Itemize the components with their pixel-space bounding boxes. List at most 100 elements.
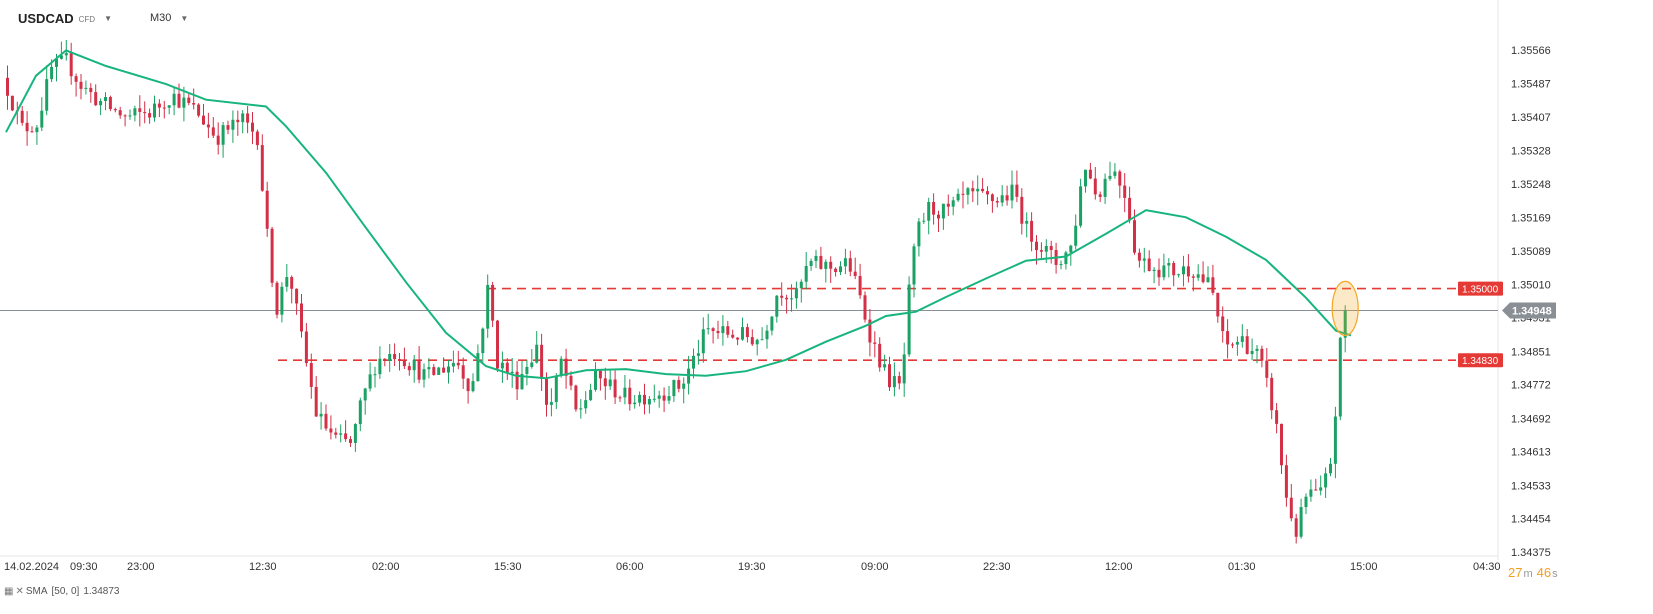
candle-body bbox=[344, 433, 348, 440]
candle-body bbox=[251, 122, 254, 132]
candle bbox=[437, 366, 441, 376]
candle-body bbox=[339, 433, 343, 435]
candle-body bbox=[20, 110, 24, 123]
candle-body bbox=[496, 320, 499, 369]
candle-body bbox=[99, 100, 103, 106]
y-tick-label: 1.34454 bbox=[1511, 514, 1551, 526]
candle-body bbox=[1059, 264, 1063, 266]
candle-body bbox=[824, 261, 828, 269]
symbol-dropdown-caret-icon[interactable]: ▼ bbox=[104, 13, 112, 23]
candle-body bbox=[878, 343, 882, 368]
candle-body bbox=[770, 316, 774, 331]
candle-body bbox=[378, 358, 382, 375]
candle bbox=[89, 83, 93, 103]
candle-body bbox=[363, 388, 367, 401]
candle-body bbox=[922, 220, 926, 222]
candle-body bbox=[1069, 245, 1073, 253]
candle-body bbox=[300, 303, 303, 332]
candle bbox=[696, 339, 700, 365]
candle-body bbox=[1235, 341, 1239, 345]
symbol-label[interactable]: USDCAD bbox=[18, 10, 74, 26]
candle bbox=[456, 350, 460, 370]
candle-body bbox=[613, 379, 617, 398]
candle-body bbox=[839, 266, 842, 273]
price-axis[interactable]: 1.35566 1.35487 1.35407 1.35328 1.35248 1.351… bbox=[1511, 45, 1551, 559]
candle-body bbox=[451, 362, 455, 367]
candle-body bbox=[1035, 241, 1038, 251]
candle-body bbox=[412, 360, 416, 371]
timeframe-dropdown-caret-icon[interactable]: ▼ bbox=[180, 13, 189, 23]
candle bbox=[1108, 161, 1112, 181]
candle-body bbox=[682, 383, 686, 389]
candle bbox=[760, 327, 764, 341]
candle bbox=[35, 125, 39, 145]
candle-body bbox=[545, 378, 548, 405]
candle-body bbox=[167, 105, 171, 108]
timeframe-label[interactable]: M30 bbox=[150, 12, 172, 24]
candle bbox=[1270, 373, 1274, 420]
candle bbox=[216, 122, 220, 155]
candle bbox=[1314, 478, 1318, 491]
candle-body bbox=[128, 115, 132, 117]
candle-body bbox=[559, 358, 563, 376]
candle-body bbox=[677, 380, 681, 389]
candle bbox=[388, 343, 392, 372]
candle bbox=[790, 284, 793, 312]
current-price-tag-text: 1.34948 bbox=[1512, 305, 1552, 317]
candle bbox=[1299, 498, 1303, 539]
candle-body bbox=[809, 260, 813, 266]
highlight-ellipse bbox=[1331, 280, 1359, 336]
candle bbox=[1201, 261, 1205, 284]
candle-body bbox=[226, 125, 230, 130]
y-tick-label: 1.35407 bbox=[1511, 112, 1551, 124]
remove-icon[interactable]: ✕ bbox=[15, 586, 24, 597]
candle-body bbox=[736, 337, 740, 340]
candle-body bbox=[221, 125, 225, 145]
candle bbox=[736, 337, 740, 346]
candle-body bbox=[892, 376, 896, 388]
candle-body bbox=[295, 288, 299, 304]
candle bbox=[491, 281, 495, 328]
x-tick-label: 02:00 bbox=[372, 561, 400, 573]
candle bbox=[961, 181, 965, 209]
candle bbox=[118, 106, 122, 119]
time-axis[interactable]: 14.02.2024 09:30 23:00 12:30 02:00 15:30 06:00… bbox=[4, 561, 1501, 573]
candle-body bbox=[324, 413, 328, 429]
candle bbox=[486, 274, 490, 338]
candle bbox=[368, 362, 372, 392]
candle-body bbox=[971, 188, 975, 192]
candle-body bbox=[476, 353, 480, 382]
settings-icon[interactable]: ▦ bbox=[4, 586, 14, 597]
level-price-tag-text: 1.34830 bbox=[1462, 356, 1499, 367]
candle-body bbox=[1074, 225, 1078, 246]
y-tick-label: 1.34772 bbox=[1511, 380, 1551, 392]
candle-body bbox=[148, 113, 152, 118]
x-tick-label: 06:00 bbox=[616, 561, 644, 573]
candle-body bbox=[393, 353, 397, 360]
candle bbox=[378, 346, 382, 379]
candle bbox=[69, 42, 73, 85]
candle bbox=[917, 218, 921, 257]
candle bbox=[280, 282, 284, 323]
candle-body bbox=[1147, 258, 1151, 272]
candle-body bbox=[643, 394, 646, 405]
x-tick-label: 15:30 bbox=[494, 561, 522, 573]
candle-body bbox=[241, 113, 245, 123]
candle-body bbox=[853, 271, 857, 276]
candle bbox=[236, 110, 240, 136]
y-tick-label: 1.35089 bbox=[1511, 246, 1551, 258]
indicator-name: SMA bbox=[25, 586, 48, 597]
candle-body bbox=[118, 110, 122, 116]
candle bbox=[349, 436, 352, 448]
candle-body bbox=[285, 277, 289, 287]
candle bbox=[1049, 240, 1053, 264]
candle-body bbox=[1020, 196, 1024, 224]
candle bbox=[1079, 178, 1083, 228]
candle bbox=[172, 87, 176, 116]
y-tick-label: 1.35169 bbox=[1511, 212, 1551, 224]
candle-body bbox=[187, 97, 191, 104]
candle bbox=[1069, 244, 1073, 266]
candle-body bbox=[1275, 410, 1279, 424]
candle-body bbox=[780, 295, 784, 298]
